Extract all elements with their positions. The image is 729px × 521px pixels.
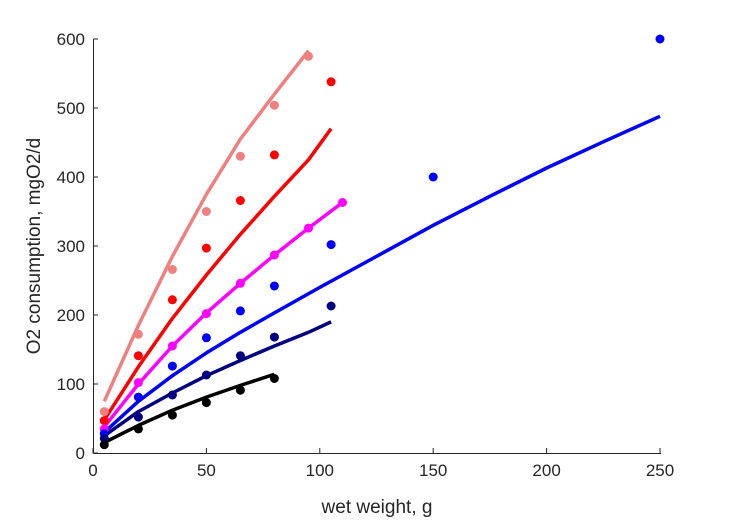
data-point-series-4 xyxy=(133,392,143,402)
data-point-series-3 xyxy=(235,278,245,288)
data-point-series-5 xyxy=(133,412,143,422)
fit-line-series-3 xyxy=(102,201,344,428)
data-point-series-3 xyxy=(167,341,177,351)
fit-line-series-4 xyxy=(103,114,661,434)
data-point-series-1 xyxy=(304,51,313,61)
x-tick-label: 150 xyxy=(419,461,447,480)
data-point-series-6 xyxy=(133,424,143,434)
data-points xyxy=(99,34,665,450)
data-point-series-5 xyxy=(99,434,109,443)
data-point-series-4 xyxy=(655,34,665,44)
data-point-series-6 xyxy=(99,440,109,450)
data-point-series-1 xyxy=(269,100,279,110)
x-tick-label: 200 xyxy=(532,461,560,480)
data-point-series-1 xyxy=(201,207,211,216)
fit-line-series-6 xyxy=(103,372,275,445)
x-axis-label: wet weight, g xyxy=(321,497,433,518)
y-tick-label: 100 xyxy=(57,375,85,394)
x-tick-label: 50 xyxy=(197,461,216,480)
y-tick-label: 600 xyxy=(57,30,85,49)
data-point-series-5 xyxy=(167,390,177,400)
data-point-series-5 xyxy=(269,332,279,342)
data-point-series-3 xyxy=(304,223,313,233)
fit-line-series-2 xyxy=(102,127,333,421)
x-tick-label: 100 xyxy=(306,461,334,480)
data-point-series-4 xyxy=(428,172,438,182)
data-point-series-2 xyxy=(99,416,109,426)
y-tick-label: 200 xyxy=(57,306,85,325)
y-tick-label: 500 xyxy=(57,99,85,118)
data-point-series-2 xyxy=(235,196,245,205)
data-point-series-2 xyxy=(201,243,211,253)
data-point-series-2 xyxy=(326,77,336,87)
data-point-series-1 xyxy=(167,265,177,274)
data-point-series-3 xyxy=(269,250,279,260)
data-point-series-5 xyxy=(326,301,336,311)
data-point-series-6 xyxy=(201,398,211,408)
data-point-series-1 xyxy=(99,407,109,417)
data-point-series-6 xyxy=(167,410,177,420)
data-point-series-4 xyxy=(326,240,336,250)
y-tick-label: 0 xyxy=(76,444,85,463)
data-point-series-2 xyxy=(133,351,143,361)
data-point-series-1 xyxy=(235,151,245,161)
y-axis-label: O2 consumption, mgO2/d xyxy=(24,138,45,355)
data-point-series-5 xyxy=(201,370,211,380)
y-tick-label: 300 xyxy=(57,237,85,256)
data-point-series-4 xyxy=(269,281,279,291)
ticks: 0 50 100 150 200 250 0 100 200 300 400 500 600 xyxy=(57,30,675,480)
data-point-series-4 xyxy=(167,361,177,371)
data-point-series-3 xyxy=(133,378,143,388)
data-point-series-5 xyxy=(235,351,245,361)
fit-lines xyxy=(102,49,661,445)
fit-line-series-5 xyxy=(103,320,332,438)
y-tick-label: 400 xyxy=(57,168,85,187)
data-point-series-3 xyxy=(338,198,347,207)
data-point-series-2 xyxy=(269,150,279,160)
fit-line-series-1 xyxy=(102,49,310,403)
data-point-series-4 xyxy=(235,306,245,316)
x-tick-label: 0 xyxy=(88,461,97,480)
data-point-series-4 xyxy=(201,333,211,343)
data-point-series-6 xyxy=(235,385,245,395)
data-point-series-2 xyxy=(167,295,177,305)
data-point-series-3 xyxy=(201,309,211,319)
data-point-series-6 xyxy=(269,374,279,383)
x-tick-label: 250 xyxy=(646,461,674,480)
data-point-series-1 xyxy=(133,329,143,339)
